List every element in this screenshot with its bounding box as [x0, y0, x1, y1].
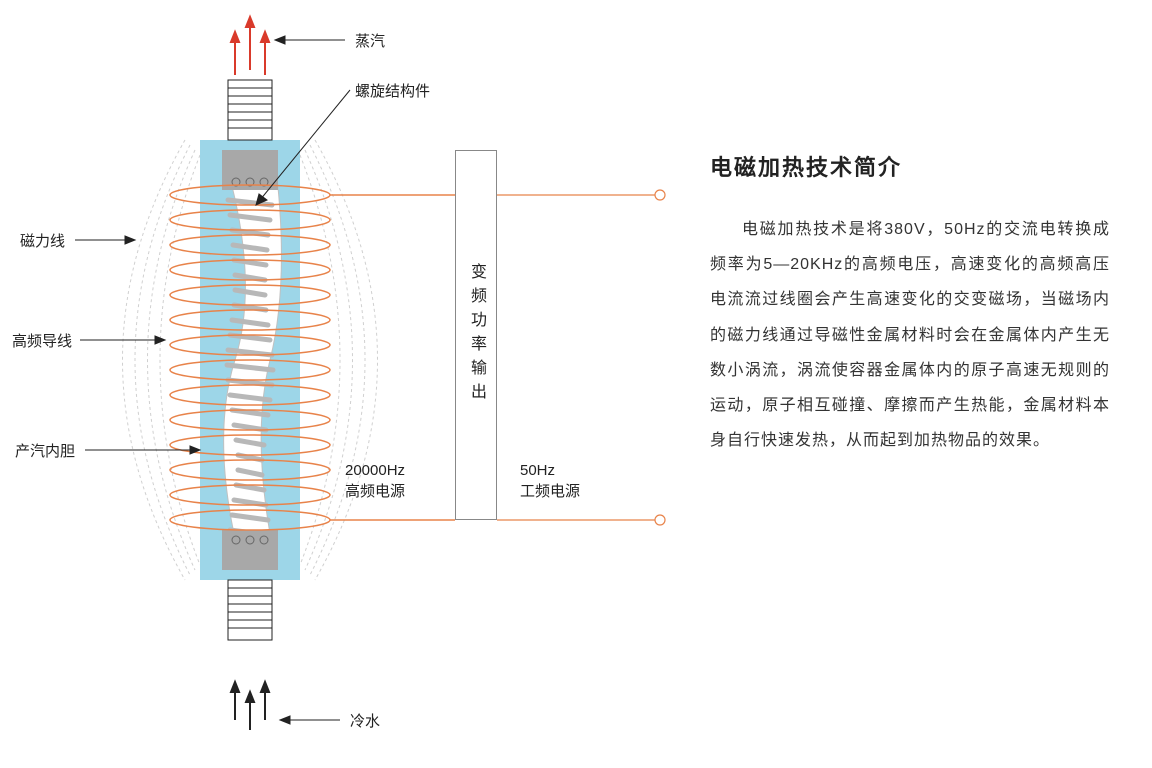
- steam-arrows: [231, 17, 269, 75]
- inverter-box: 变频功率输出: [455, 150, 497, 520]
- steam-label: 蒸汽: [355, 30, 385, 51]
- hf-power-label: 20000Hz 高频电源: [345, 460, 405, 502]
- hfwire-label: 高频导线: [12, 330, 72, 351]
- section-body: 电磁加热技术是将380V，50Hz的交流电转换成频率为5—20KHz的高频电压，…: [710, 212, 1110, 458]
- bottom-pipe: [228, 580, 272, 640]
- section-title: 电磁加热技术简介: [710, 150, 1110, 182]
- coldwater-label: 冷水: [350, 710, 380, 731]
- top-cap: [222, 150, 278, 190]
- inverter-label: 变频功率输出: [464, 263, 488, 407]
- diagram-svg: [0, 0, 680, 768]
- magnetic-label: 磁力线: [20, 230, 65, 251]
- top-pipe: [228, 80, 272, 140]
- coldwater-arrows: [231, 682, 269, 730]
- text-area: 电磁加热技术简介 电磁加热技术是将380V，50Hz的交流电转换成频率为5—20…: [710, 150, 1110, 458]
- line-power-label: 50Hz 工频电源: [520, 460, 580, 502]
- liner-label: 产汽内胆: [15, 440, 75, 461]
- spiral-label: 螺旋结构件: [355, 80, 430, 101]
- diagram-area: 变频功率输出 蒸汽 螺旋结构件 磁力线 高频导线 产汽内胆 冷水 20000Hz…: [0, 0, 680, 768]
